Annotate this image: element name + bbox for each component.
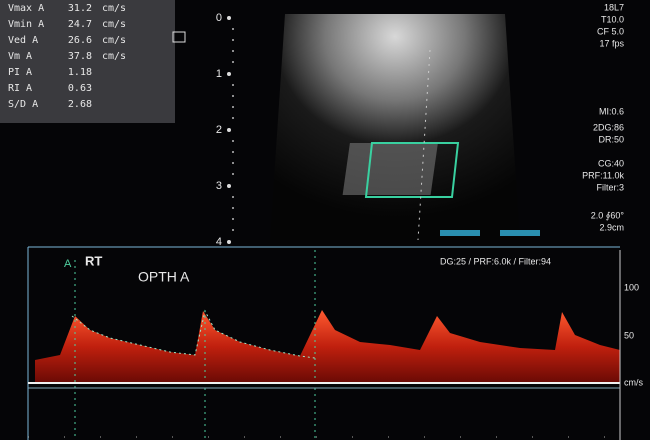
velocity-scale-label: 100 xyxy=(624,282,639,292)
measurement-value: 24.7 xyxy=(68,19,92,30)
depth-label: 1 xyxy=(216,68,222,80)
ultrasound-screen: Vmax A 31.2 cm/s Vmin A 24.7 cm/s Ved A 26.6 cm/… xyxy=(0,0,650,440)
side-label: RT xyxy=(85,253,102,268)
measurement-label: Ved A xyxy=(8,35,38,46)
measurement-value: 2.68 xyxy=(68,99,92,110)
measurement-unit: cm/s xyxy=(102,51,126,62)
marker-a: A xyxy=(64,258,72,270)
setting: 18L7 xyxy=(604,2,624,12)
depth-tick xyxy=(232,117,234,119)
setting: 17 fps xyxy=(599,38,624,48)
depth-dot xyxy=(227,72,231,76)
measurement-value: 37.8 xyxy=(68,51,92,62)
setting: PRF:11.0k xyxy=(582,170,624,180)
depth-tick xyxy=(232,207,234,209)
measurement-value: 0.63 xyxy=(68,83,92,94)
measurement-label: Vmax A xyxy=(8,3,44,14)
vessel-label: OPTH A xyxy=(138,269,190,285)
depth-tick xyxy=(232,151,234,153)
setting: Filter:3 xyxy=(596,182,624,192)
setting: 2.9cm xyxy=(599,222,624,232)
setting: 2DG:86 xyxy=(593,122,624,132)
setting: 2.0 ∮60° xyxy=(591,210,625,220)
depth-dot xyxy=(227,16,231,20)
depth-tick xyxy=(232,140,234,142)
depth-tick xyxy=(232,106,234,108)
depth-tick xyxy=(232,84,234,86)
setting: CF 5.0 xyxy=(597,26,624,36)
doppler-header: DG:25 / PRF:6.0k / Filter:94 xyxy=(440,256,551,266)
depth-dot xyxy=(227,240,231,244)
setting: CG:40 xyxy=(598,158,624,168)
depth-label: 4 xyxy=(216,236,222,248)
depth-label: 0 xyxy=(216,12,222,24)
depth-tick xyxy=(232,50,234,52)
depth-tick xyxy=(232,39,234,41)
measurement-unit: cm/s xyxy=(102,19,126,30)
measurement-label: S/D A xyxy=(8,99,38,110)
measurement-label: PI A xyxy=(8,67,32,78)
depth-tick xyxy=(232,28,234,30)
setting: MI:0.6 xyxy=(599,106,624,116)
depth-tick xyxy=(232,229,234,231)
measurement-value: 26.6 xyxy=(68,35,92,46)
measurement-unit: cm/s xyxy=(102,3,126,14)
depth-tick xyxy=(232,61,234,63)
measurement-label: RI A xyxy=(8,83,32,94)
depth-tick xyxy=(232,218,234,220)
depth-tick xyxy=(232,173,234,175)
depth-tick xyxy=(232,196,234,198)
measurement-label: Vmin A xyxy=(8,19,44,30)
depth-dot xyxy=(227,128,231,132)
velocity-scale-label: 50 xyxy=(624,330,634,340)
measurement-value: 1.18 xyxy=(68,67,92,78)
color-bar xyxy=(440,230,480,236)
tissue-region xyxy=(343,143,438,195)
measurement-label: Vm A xyxy=(8,51,32,62)
setting: T10.0 xyxy=(601,14,624,24)
b-mode-image xyxy=(270,14,520,240)
depth-dot xyxy=(227,184,231,188)
measurement-value: 31.2 xyxy=(68,3,92,14)
depth-label: 3 xyxy=(216,180,222,192)
color-bar xyxy=(500,230,540,236)
setting: DR:50 xyxy=(598,134,624,144)
velocity-unit: cm/s xyxy=(624,377,643,387)
depth-label: 2 xyxy=(216,124,222,136)
depth-tick xyxy=(232,95,234,97)
depth-tick xyxy=(232,162,234,164)
measurement-unit: cm/s xyxy=(102,35,126,46)
